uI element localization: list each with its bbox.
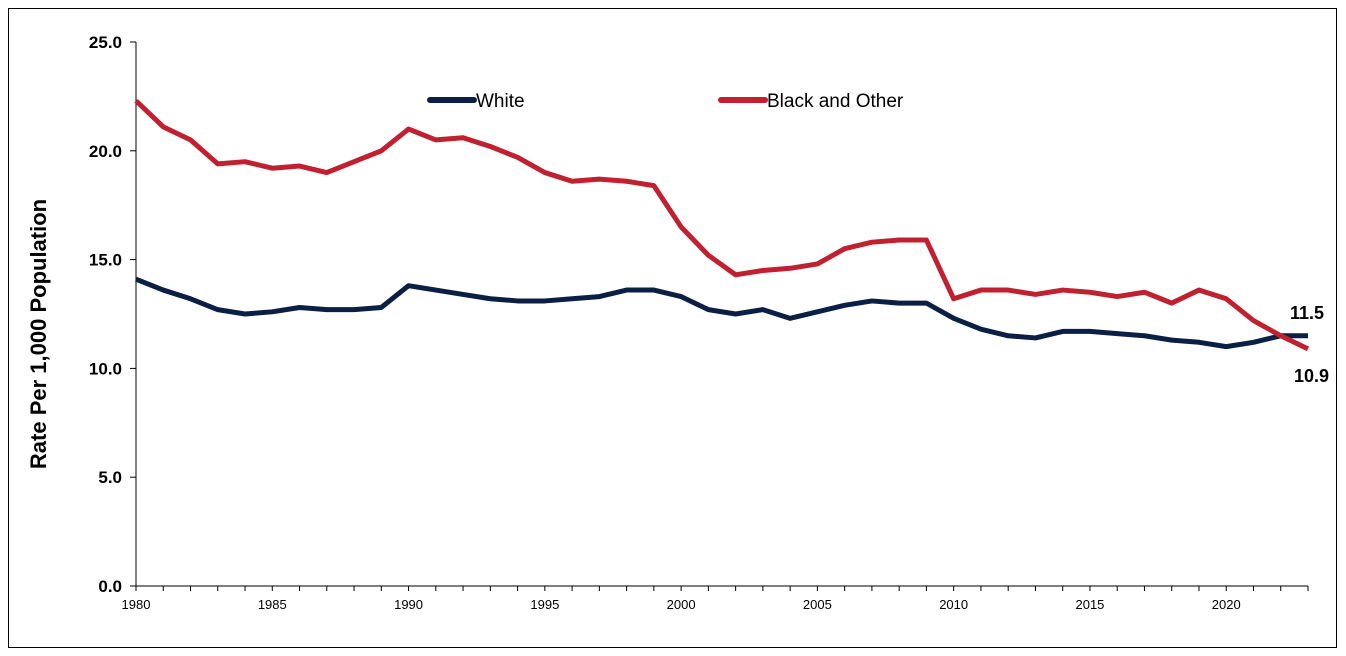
- series-line-white: [135, 276, 1308, 350]
- y-ticks: 0.0 5.0 10.0 15.0 20.0 25.0: [89, 33, 136, 596]
- series-group: [134, 98, 1310, 352]
- x-tick-label: 2020: [1212, 597, 1241, 612]
- x-tick-label: 2015: [1075, 597, 1104, 612]
- x-tick-label: 2000: [667, 597, 696, 612]
- chart-frame: [8, 8, 1337, 648]
- legend: White Black and Other: [427, 91, 904, 112]
- end-label-black-and-other: 10.9: [1294, 366, 1329, 386]
- legend-label-white: White: [476, 91, 525, 112]
- x-tick-label: 1980: [122, 597, 151, 612]
- y-tick-label: 5.0: [98, 468, 122, 487]
- x-tick-label: 1985: [258, 597, 287, 612]
- axes: [135, 42, 1308, 587]
- legend-label-black-and-other: Black and Other: [767, 91, 904, 112]
- y-tick-label: 15.0: [89, 251, 122, 270]
- x-tick-label: 2010: [939, 597, 968, 612]
- end-label-white: 11.5: [1290, 303, 1324, 323]
- y-tick-label: 10.0: [89, 359, 122, 378]
- x-tick-label: 2005: [803, 597, 832, 612]
- y-axis-label: Rate Per 1,000 Population: [26, 199, 51, 469]
- y-tick-label: 0.0: [98, 577, 122, 596]
- x-tick-label: 1995: [530, 597, 559, 612]
- y-tick-label: 20.0: [89, 142, 122, 161]
- series-line-black-and-other: [134, 98, 1310, 352]
- x-tick-label: 1990: [394, 597, 423, 612]
- y-tick-label: 25.0: [89, 33, 122, 52]
- x-ticks: 1980 1985 1990 1995 2000 2005 2010 2015 2020: [122, 586, 1309, 612]
